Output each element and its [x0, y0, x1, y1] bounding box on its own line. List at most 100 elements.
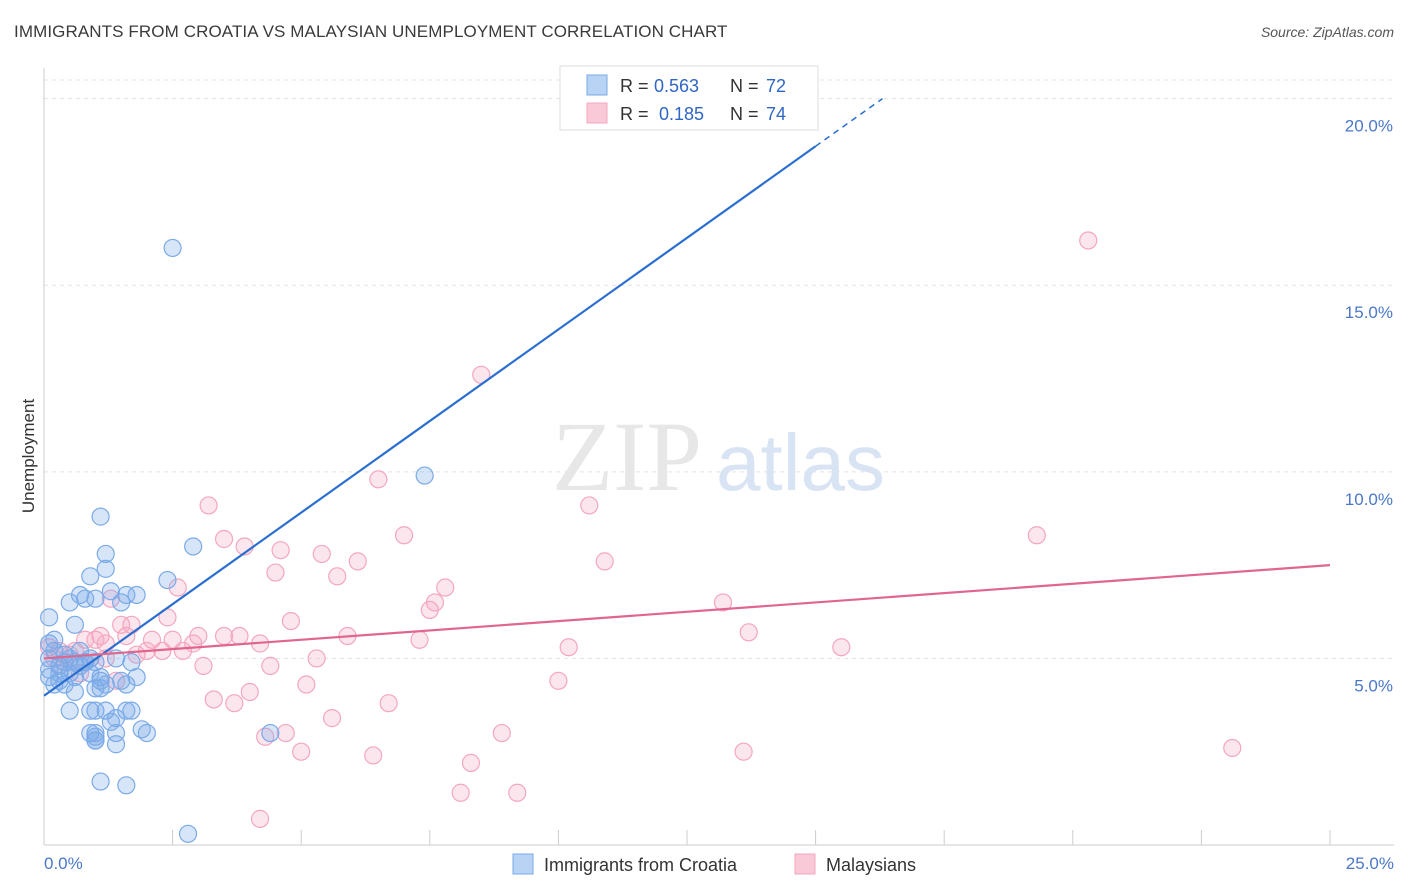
point-croatia: [81, 567, 100, 586]
axes: [43, 68, 1394, 846]
point-malaysians: [739, 623, 758, 642]
point-croatia: [55, 675, 74, 694]
point-malaysians: [281, 611, 301, 631]
legend-bottom-swatch-croatia: [512, 853, 534, 875]
point-croatia: [91, 507, 110, 526]
watermark-zip: ZIP: [552, 401, 702, 512]
point-malaysians: [76, 630, 95, 649]
point-malaysians: [292, 742, 311, 761]
point-malaysians: [261, 656, 280, 675]
point-croatia: [81, 701, 100, 720]
point-croatia: [86, 679, 105, 698]
point-malaysians: [307, 649, 326, 668]
point-malaysians: [492, 723, 511, 743]
point-malaysians: [276, 723, 295, 743]
legend-n-label-malaysians: N =: [730, 104, 759, 124]
point-malaysians: [549, 671, 568, 690]
y-tick-label: 20.0%: [1345, 117, 1393, 136]
x-tick-label-min: 0.0%: [44, 854, 83, 873]
point-croatia: [45, 630, 64, 649]
point-croatia: [65, 682, 84, 702]
point-malaysians: [508, 783, 527, 802]
point-malaysians: [425, 593, 445, 612]
legend-top: R = 0.563 N = 72 R = 0.185 N = 74: [559, 65, 819, 131]
point-malaysians: [266, 563, 285, 582]
legend-r-value-croatia: 0.563: [654, 76, 699, 96]
series-malaysians: [40, 231, 1242, 828]
y-tick-label: 10.0%: [1345, 490, 1393, 509]
point-croatia: [184, 537, 203, 556]
point-malaysians: [394, 526, 414, 545]
point-croatia: [117, 675, 136, 694]
point-croatia: [415, 466, 434, 485]
point-malaysians: [122, 615, 141, 634]
point-croatia: [106, 709, 126, 728]
point-malaysians: [322, 709, 342, 728]
point-croatia: [96, 675, 115, 694]
point-croatia: [91, 772, 110, 791]
legend-swatch-malaysians: [586, 102, 608, 124]
point-malaysians: [451, 783, 470, 802]
point-croatia: [137, 723, 156, 743]
point-malaysians: [214, 529, 234, 549]
point-malaysians: [101, 589, 120, 608]
point-croatia: [117, 776, 136, 795]
y-tick-label: 5.0%: [1354, 676, 1393, 695]
point-malaysians: [410, 630, 429, 649]
y-axis-title: Unemployment: [19, 399, 38, 514]
point-croatia: [65, 615, 84, 634]
point-malaysians: [595, 552, 614, 571]
legend-r-label-malaysians: R =: [620, 104, 649, 124]
watermark-atlas: atlas: [716, 418, 885, 507]
legend-bottom: Immigrants from Croatia Malaysians: [512, 853, 916, 875]
point-malaysians: [1079, 231, 1098, 250]
point-croatia: [40, 608, 59, 627]
point-croatia: [117, 701, 136, 720]
point-malaysians: [168, 578, 187, 597]
legend-r-label-croatia: R =: [620, 76, 649, 96]
y-tick-label: 15.0%: [1345, 303, 1393, 322]
legend-bottom-swatch-malaysians: [794, 853, 816, 875]
point-malaysians: [312, 544, 331, 564]
point-malaysians: [112, 615, 131, 634]
x-tick-label-max: 25.0%: [1346, 854, 1394, 873]
chart-title: IMMIGRANTS FROM CROATIA VS MALAYSIAN UNE…: [14, 22, 728, 41]
trend-line-croatia: [43, 145, 817, 697]
y-tick-labels: 5.0% 10.0% 15.0% 20.0%: [1345, 117, 1393, 696]
point-malaysians: [1027, 526, 1046, 545]
point-croatia: [127, 585, 146, 605]
point-malaysians: [559, 638, 578, 657]
trend-lines: [43, 98, 1331, 697]
point-croatia: [106, 723, 126, 743]
legend-bottom-label-croatia: Immigrants from Croatia: [544, 855, 738, 875]
trend-line-croatia-extension: [815, 98, 883, 147]
point-malaysians: [734, 742, 753, 761]
point-croatia: [60, 701, 79, 720]
point-croatia: [178, 824, 198, 843]
point-croatia: [65, 667, 84, 687]
point-croatia: [163, 238, 182, 258]
point-malaysians: [1223, 738, 1242, 758]
point-malaysians: [250, 809, 270, 828]
point-malaysians: [240, 682, 259, 702]
point-croatia: [96, 701, 115, 720]
legend-n-label-croatia: N =: [730, 76, 759, 96]
source-label: Source: ZipAtlas.com: [1260, 24, 1394, 40]
point-croatia: [50, 664, 69, 683]
point-malaysians: [225, 694, 244, 713]
point-croatia: [96, 559, 115, 578]
point-croatia: [261, 723, 280, 743]
point-malaysians: [173, 641, 192, 661]
trend-line-malaysians: [43, 564, 1331, 660]
point-malaysians: [436, 578, 455, 597]
point-croatia: [96, 544, 115, 564]
point-malaysians: [297, 675, 316, 694]
point-croatia: [127, 667, 146, 687]
point-malaysians: [461, 753, 481, 773]
point-malaysians: [369, 470, 388, 489]
legend-swatch-croatia: [586, 74, 608, 96]
legend-n-value-croatia: 72: [766, 76, 786, 96]
point-malaysians: [214, 626, 234, 646]
point-malaysians: [230, 626, 249, 646]
